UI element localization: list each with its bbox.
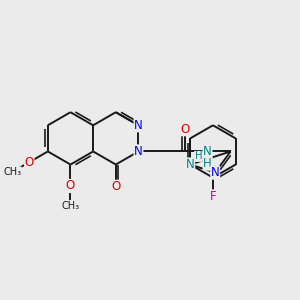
Text: O: O xyxy=(180,123,189,136)
Text: CH₃: CH₃ xyxy=(61,201,80,211)
Text: N: N xyxy=(134,145,143,158)
Text: H: H xyxy=(203,157,212,170)
Text: N: N xyxy=(203,145,212,158)
Text: N: N xyxy=(134,119,143,132)
Text: O: O xyxy=(25,156,34,169)
Text: F: F xyxy=(210,190,216,203)
Text: O: O xyxy=(111,180,120,193)
Text: H: H xyxy=(195,152,202,161)
Text: CH₃: CH₃ xyxy=(3,167,21,177)
Text: N: N xyxy=(211,166,220,179)
Text: O: O xyxy=(66,179,75,193)
Text: N: N xyxy=(186,158,195,171)
